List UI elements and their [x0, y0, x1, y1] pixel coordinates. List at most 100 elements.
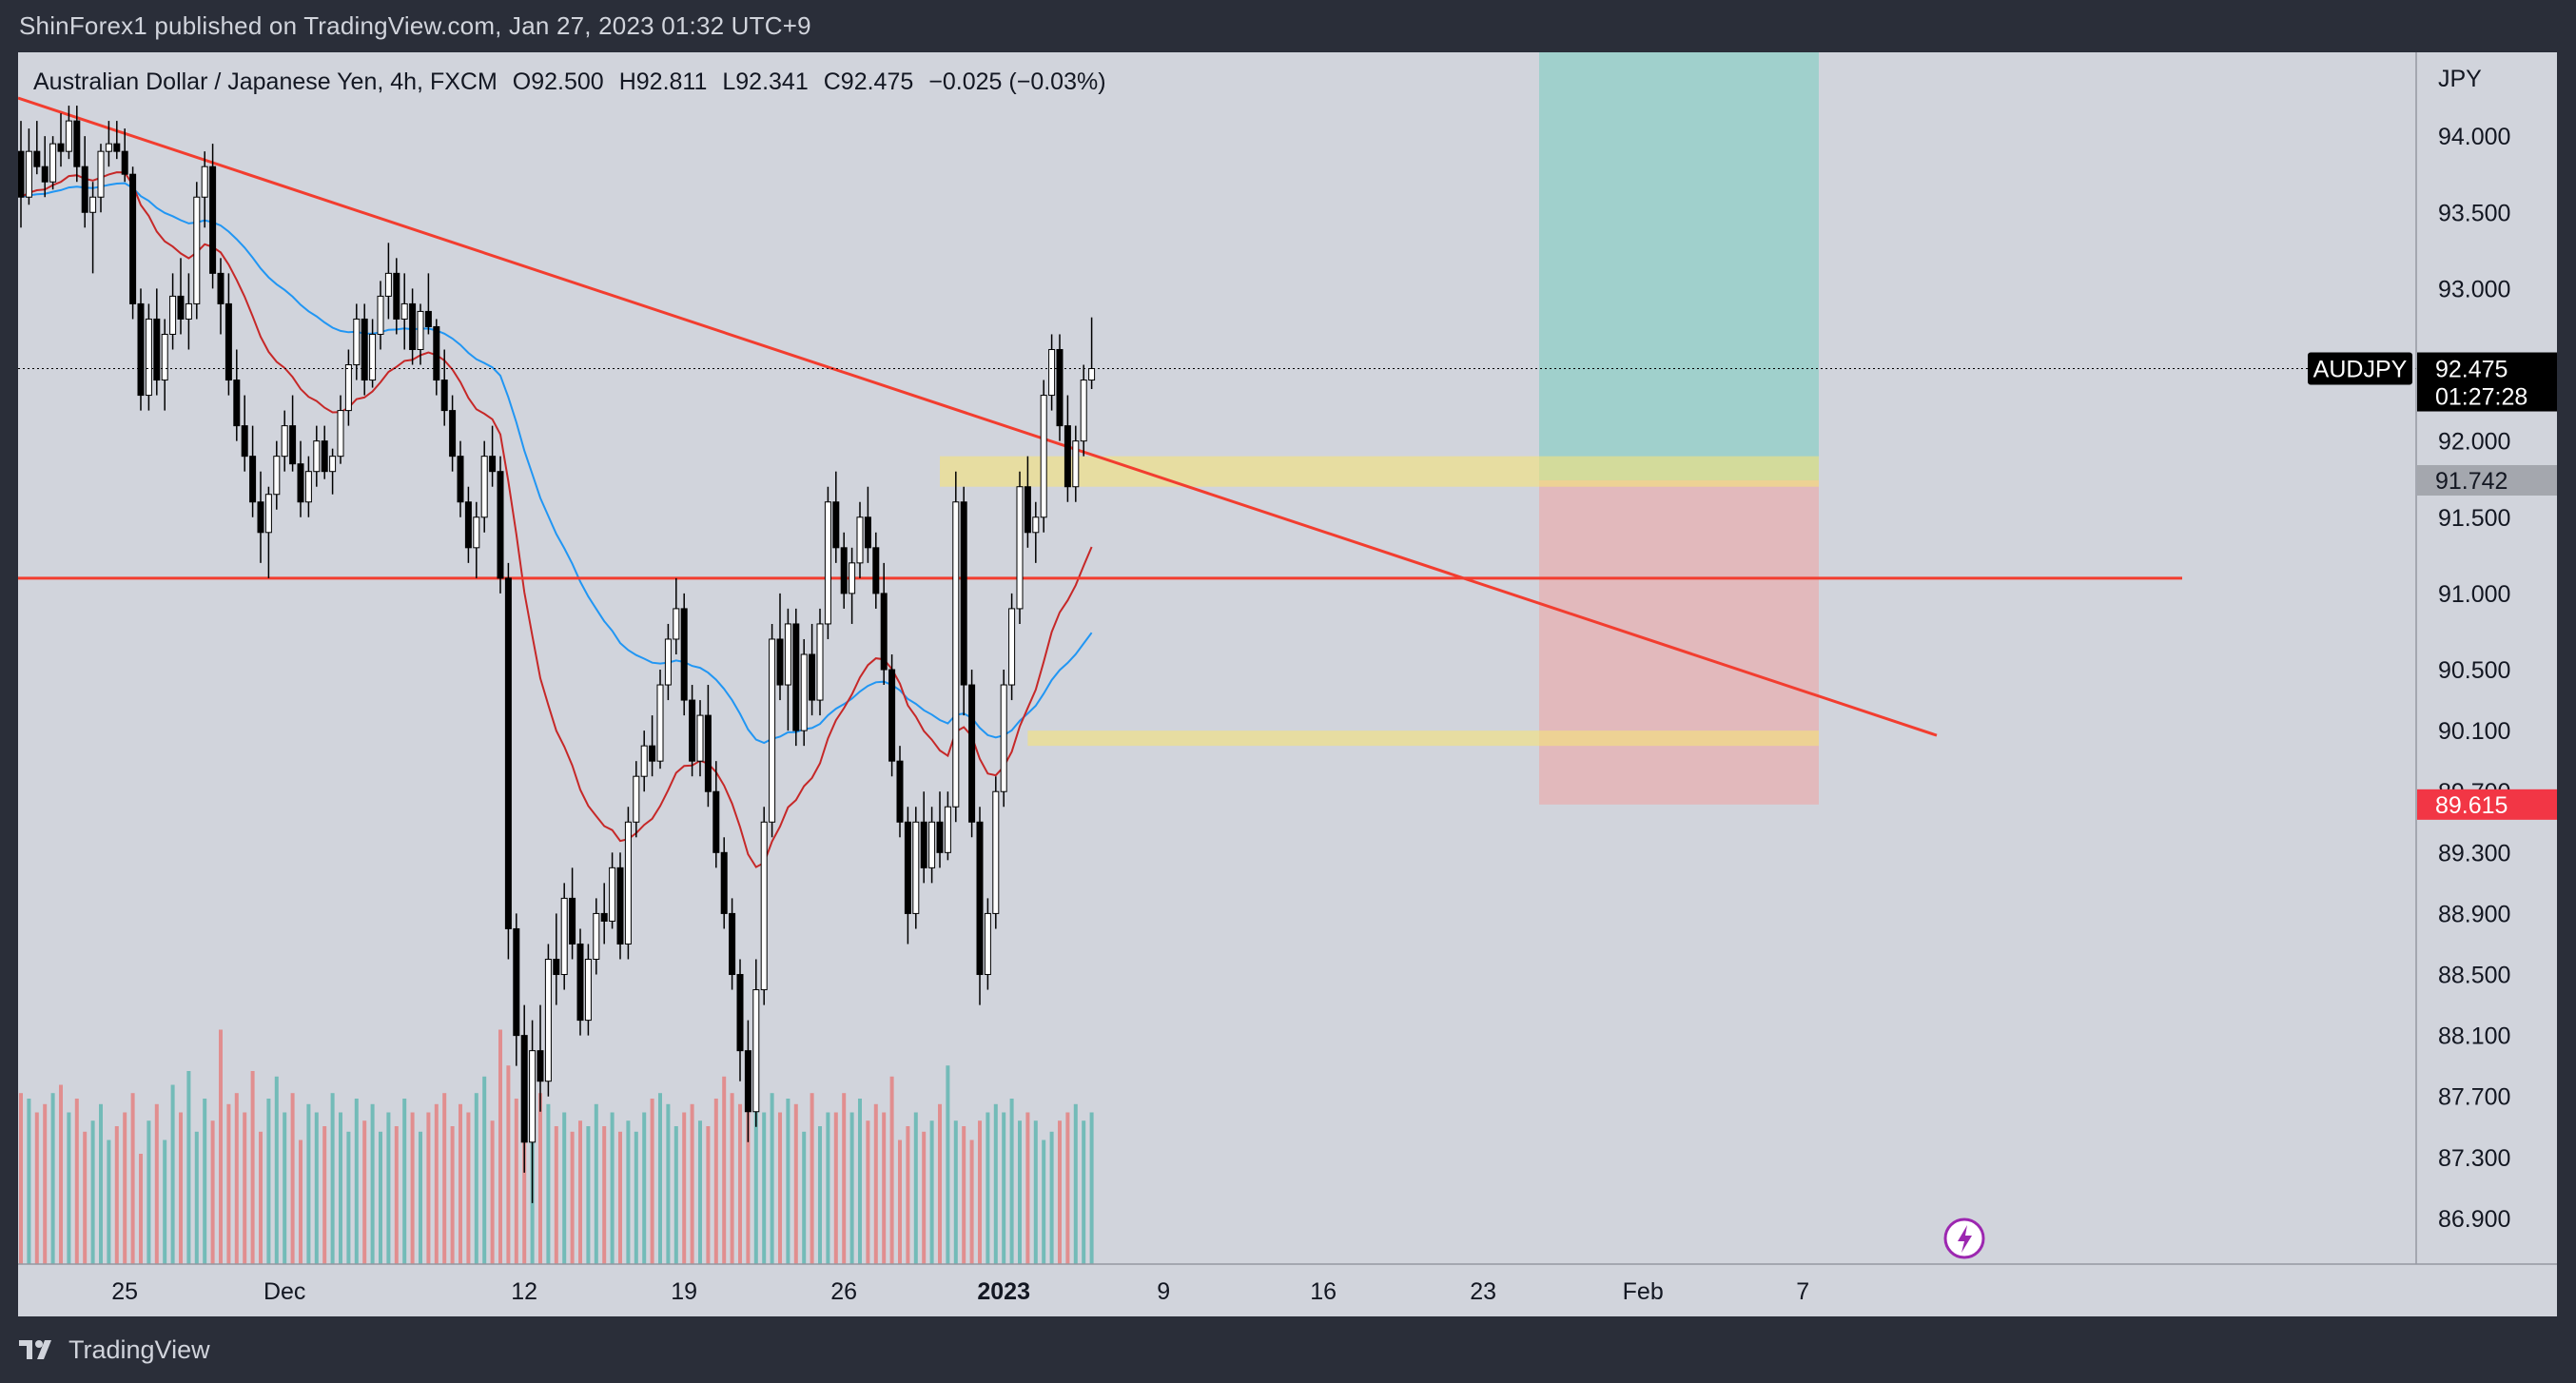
- candle: [809, 623, 816, 716]
- candle: [41, 136, 49, 198]
- candle-body-down: [600, 912, 608, 922]
- tradingview-logo-icon: [19, 1340, 51, 1359]
- volume-bar: [762, 1112, 767, 1264]
- candle: [544, 944, 552, 1097]
- lightning-icon[interactable]: [1943, 1217, 1985, 1259]
- tradingview-brand[interactable]: TradingView: [19, 1335, 210, 1365]
- candle: [649, 715, 656, 777]
- volume-bar: [299, 1140, 302, 1264]
- volume-bar: [450, 1126, 455, 1264]
- volume-bar: [1042, 1140, 1046, 1264]
- candle: [81, 136, 88, 228]
- candle-body-down: [720, 851, 728, 914]
- candle-body-up: [264, 494, 272, 534]
- candle: [840, 532, 848, 609]
- candle: [233, 349, 241, 441]
- candle-body-down: [649, 745, 656, 762]
- candle-body-down: [121, 150, 128, 175]
- candle-body-down: [616, 867, 624, 945]
- candle: [489, 425, 497, 487]
- volume-bar: [1089, 1112, 1094, 1264]
- entry-price-label: 91.742: [2435, 468, 2508, 495]
- candle-body-down: [241, 425, 248, 458]
- price-tick-label: 90.100: [2438, 718, 2510, 745]
- candle: [680, 593, 688, 716]
- countdown-label: 01:27:28: [2435, 384, 2527, 411]
- volume-bar: [339, 1112, 342, 1264]
- time-tick-label: 23: [1470, 1278, 1496, 1305]
- volume-bar: [786, 1099, 790, 1264]
- price-tick-label: 86.900: [2438, 1206, 2510, 1233]
- candle-body-down: [497, 471, 504, 579]
- volume-bar: [274, 1076, 279, 1264]
- candle: [264, 486, 272, 578]
- candle-body-down: [776, 638, 784, 686]
- candle-body-up: [640, 745, 648, 777]
- candle: [920, 791, 927, 884]
- volume-bar: [330, 1093, 335, 1264]
- price-tick-label: 91.500: [2438, 505, 2510, 532]
- time-tick-label: Feb: [1623, 1278, 1664, 1305]
- volume-bar: [849, 1112, 854, 1264]
- candle-body-down: [233, 380, 241, 427]
- volume-bar: [889, 1076, 894, 1264]
- candle-body-down: [257, 501, 264, 534]
- candle: [1048, 334, 1056, 411]
- volume-bar: [402, 1099, 407, 1264]
- candle-body-up: [344, 364, 352, 412]
- volume-bar: [290, 1093, 295, 1264]
- candle-body-up: [65, 120, 72, 152]
- upper-zone: [940, 456, 1819, 487]
- candle-body-down: [249, 456, 257, 503]
- candle-body-up: [816, 623, 824, 701]
- candle-body-down: [361, 318, 368, 381]
- volume-bar: [259, 1131, 263, 1264]
- candle: [377, 281, 384, 350]
- candle: [449, 395, 457, 472]
- price-tick-label: 90.500: [2438, 657, 2510, 684]
- candle: [976, 807, 984, 1005]
- candle: [928, 807, 936, 884]
- candle: [704, 685, 712, 808]
- candle-body-down: [224, 302, 232, 381]
- price-tick-label: 91.000: [2438, 581, 2510, 608]
- candle-body-up: [696, 714, 704, 762]
- candle-body-down: [513, 927, 520, 1037]
- ohlc-open: O92.500: [513, 68, 604, 95]
- candle-body-down: [321, 440, 328, 473]
- candle: [1080, 364, 1087, 457]
- candlestick-chart[interactable]: 94.000 93.500 93.000 92.000 91.500 91.000 90.5…: [18, 52, 2557, 1316]
- chart-area[interactable]: 94.000 93.500 93.000 92.000 91.500 91.000 90.5…: [18, 52, 2557, 1316]
- candle: [193, 182, 201, 320]
- candle: [1040, 380, 1047, 533]
- volume-bar: [650, 1099, 654, 1264]
- candle: [1064, 395, 1071, 502]
- volume-bar: [746, 1065, 751, 1264]
- volume-bar: [170, 1084, 175, 1264]
- volume-bar: [107, 1140, 111, 1264]
- volume-bar: [793, 1103, 798, 1264]
- volume-bar: [266, 1099, 271, 1264]
- candle: [433, 319, 440, 396]
- volume-bar: [929, 1120, 934, 1264]
- volume-bar: [1009, 1099, 1014, 1264]
- volume-bar: [602, 1126, 607, 1264]
- candle-body-down: [57, 143, 65, 152]
- volume-bar: [802, 1131, 807, 1264]
- footer: TradingView: [0, 1316, 2576, 1383]
- candle: [896, 746, 904, 838]
- candle: [960, 486, 967, 716]
- candle-body-up: [1032, 516, 1040, 534]
- candle: [696, 700, 704, 777]
- candle-body-up: [784, 623, 791, 686]
- candle: [121, 128, 128, 183]
- lower-zone: [1027, 730, 1819, 747]
- candle-body-down: [489, 456, 497, 473]
- candle: [224, 273, 232, 396]
- volume-bar: [27, 1099, 31, 1264]
- candle: [65, 106, 72, 160]
- candle-body-up: [1016, 486, 1024, 610]
- candle: [137, 288, 145, 411]
- candle-body-down: [968, 684, 976, 823]
- candle: [729, 898, 736, 990]
